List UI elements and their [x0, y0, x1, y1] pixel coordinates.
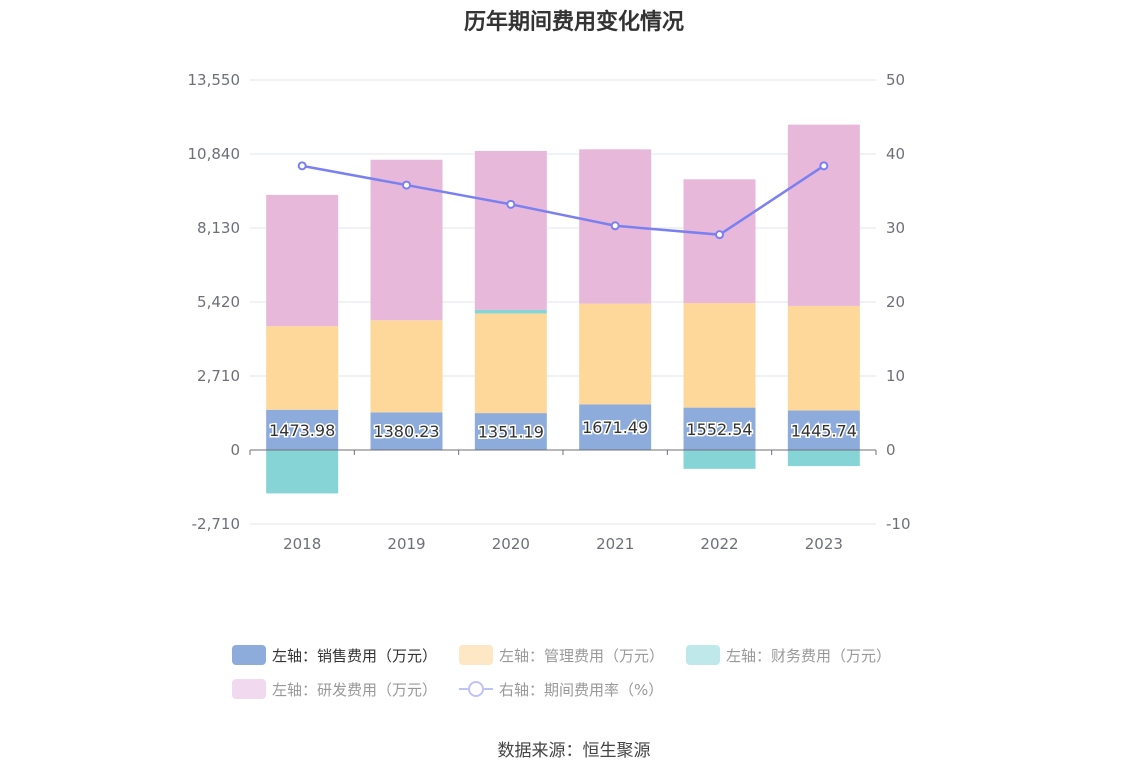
- legend-line-icon: [459, 679, 494, 699]
- bar-series: [266, 124, 860, 494]
- y-right-tick-label: 10: [886, 367, 905, 385]
- legend-item-finance[interactable]: 左轴：财务费用（万元）: [686, 645, 891, 666]
- tick-labels: 13,550 50 10,840 40 8,130 30 5,420 20 2,710 10 0 0 -…: [188, 71, 911, 553]
- legend-label: 左轴：财务费用（万元）: [726, 646, 892, 665]
- y-left-tick-label: 0: [230, 441, 240, 459]
- data-source: 数据来源：恒生聚源: [497, 741, 651, 761]
- data-labels: 1473.98 1380.23 1351.19 1671.49 1552.54 1445.…: [268, 417, 859, 443]
- bar-sales: [579, 404, 652, 450]
- x-tick-label: 2022: [700, 535, 738, 553]
- bar-admin: [474, 313, 547, 414]
- legend-label: 右轴：期间费用率（%）: [499, 680, 664, 699]
- x-tick-label: 2018: [283, 535, 321, 553]
- sales-data-label: 1473.98: [269, 421, 335, 440]
- bar-sales: [683, 407, 756, 450]
- grid-lines: [250, 79, 876, 525]
- bar-rnd: [683, 179, 756, 304]
- x-tick-label: 2021: [596, 535, 634, 553]
- legend-label: 左轴：研发费用（万元）: [272, 680, 438, 699]
- sales-data-label: 1671.49: [582, 418, 648, 437]
- rate-point: [610, 221, 620, 231]
- rate-point: [715, 230, 724, 240]
- y-left-tick-label: 13,550: [188, 71, 241, 89]
- legend-item-admin[interactable]: 左轴：管理费用（万元）: [459, 645, 664, 666]
- rate-point: [297, 161, 307, 171]
- legend-item-sales[interactable]: 左轴：销售费用（万元）: [232, 645, 437, 666]
- rate-line: [301, 164, 825, 236]
- bar-finance: [787, 450, 860, 467]
- bar-finance: [266, 450, 339, 494]
- sales-data-label: 1351.19: [478, 423, 544, 442]
- legend: 左轴：销售费用（万元） 左轴：管理费用（万元） 左轴：财务费用（万元） 左轴：研…: [232, 638, 932, 706]
- legend-item-rate[interactable]: 右轴：期间费用率（%）: [459, 679, 663, 700]
- y-right-tick-label: 20: [886, 293, 905, 311]
- y-left-tick-label: -2,710: [192, 515, 240, 533]
- y-right-tick-label: 50: [886, 71, 905, 89]
- bar-rnd: [787, 124, 860, 306]
- bar-admin: [787, 305, 860, 411]
- bar-admin: [683, 303, 756, 408]
- legend-swatch-sales: [232, 645, 266, 665]
- y-right-tick-label: 40: [886, 145, 905, 163]
- legend-item-rnd[interactable]: 左轴：研发费用（万元）: [232, 679, 437, 700]
- x-tick-label: 2019: [387, 535, 425, 553]
- bar-sales: [370, 412, 443, 450]
- y-right-tick-label: -10: [886, 515, 911, 533]
- bar-sales: [474, 413, 547, 450]
- x-tick-label: 2023: [805, 535, 843, 553]
- y-right-tick-label: 0: [886, 441, 896, 459]
- bar-sales: [787, 410, 860, 450]
- legend-row-1: 左轴：销售费用（万元） 左轴：管理费用（万元） 左轴：财务费用（万元）: [232, 638, 932, 672]
- bar-finance: [474, 309, 547, 314]
- y-left-tick-label: 8,130: [197, 219, 240, 237]
- legend-swatch-admin: [459, 645, 494, 665]
- bar-admin: [579, 303, 652, 405]
- bar-admin: [370, 320, 443, 413]
- y-left-tick-label: 5,420: [197, 293, 240, 311]
- rate-point: [819, 161, 829, 171]
- line-series: [297, 161, 829, 240]
- bar-rnd: [266, 194, 339, 327]
- y-left-tick-label: 10,840: [188, 145, 241, 163]
- x-tick-label: 2020: [492, 535, 530, 553]
- sales-data-label: 1380.23: [373, 422, 439, 441]
- legend-swatch-finance: [686, 645, 721, 665]
- rate-point: [402, 180, 411, 190]
- chart: 1473.98 1380.23 1351.19 1671.49 1552.54 1445.…: [188, 71, 911, 553]
- chart-title: 历年期间费用变化情况: [463, 10, 684, 35]
- bar-rnd: [474, 150, 547, 310]
- legend-label: 左轴：管理费用（万元）: [499, 646, 665, 665]
- bar-finance: [683, 450, 756, 469]
- bar-sales: [266, 409, 339, 450]
- legend-row-2: 左轴：研发费用（万元） 右轴：期间费用率（%）: [232, 672, 932, 706]
- rate-point: [506, 199, 516, 209]
- legend-swatch-rnd: [232, 679, 266, 699]
- x-axis: [249, 449, 877, 455]
- legend-label: 左轴：销售费用（万元）: [272, 646, 438, 665]
- bar-admin: [266, 326, 339, 410]
- sales-data-label: 1445.74: [791, 421, 857, 440]
- y-left-tick-label: 2,710: [197, 367, 240, 385]
- sales-data-label: 1552.54: [686, 420, 752, 439]
- y-right-tick-label: 30: [886, 219, 905, 237]
